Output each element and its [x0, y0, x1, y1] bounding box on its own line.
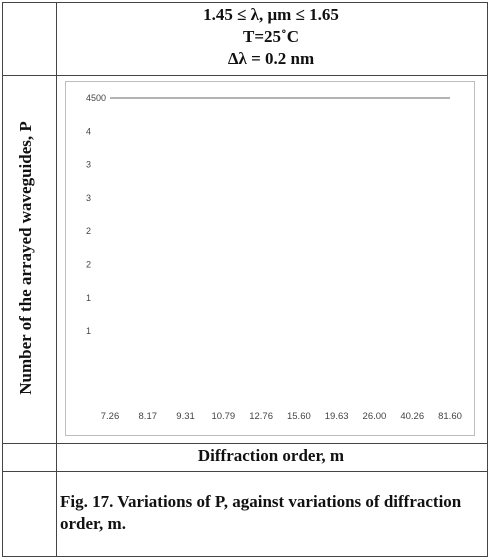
x-tick-label: 15.60	[287, 411, 311, 422]
x-tick-label: 40.26	[400, 411, 424, 422]
y-tick-label: 1	[86, 293, 91, 303]
y-tick-label: 2	[86, 226, 91, 236]
x-axis-label: Diffraction order, m	[197, 446, 345, 465]
y-axis-label-cell: Number of the arrayed waveguides, P	[0, 74, 53, 442]
y-tick-label: 4	[86, 126, 91, 136]
chart-conditions: 1.45 ≤ λ, μm ≤ 1.65 T=25˚C Δλ = 0.2 nm	[56, 4, 486, 70]
y-axis-label: Number of the arrayed waveguides, P	[16, 121, 35, 395]
plot-area: 4500 4 3 3 2 2 1 1 7.26 8.17 9.31 10.79 12.76 15.60 19…	[65, 81, 475, 436]
x-tick-label: 26.00	[363, 411, 387, 422]
x-tick-label: 7.26	[101, 411, 120, 422]
y-tick-label: 3	[86, 193, 91, 203]
x-tick-label: 19.63	[325, 411, 349, 422]
row-divider-xlabel	[3, 471, 487, 472]
x-tick-label: 9.31	[176, 411, 195, 422]
row-divider-header	[3, 75, 487, 76]
y-tick-label: 4500	[86, 93, 106, 103]
chart-svg: 4500 4 3 3 2 2 1 1 7.26 8.17 9.31 10.79 12.76 15.60 19…	[86, 93, 462, 422]
wavelength-range: 1.45 ≤ λ, μm ≤ 1.65	[203, 5, 339, 24]
x-tick-label: 8.17	[139, 411, 158, 422]
wavelength-step: Δλ = 0.2 nm	[227, 49, 315, 68]
y-tick-label: 3	[86, 160, 91, 170]
x-tick-label: 10.79	[211, 411, 235, 422]
x-tick-label: 81.60	[438, 411, 462, 422]
temperature: T=25˚C	[243, 27, 299, 46]
column-divider	[56, 3, 57, 556]
y-tick-label: 2	[86, 260, 91, 270]
row-divider-plot	[3, 443, 487, 444]
figure-caption: Fig. 17. Variations of P, against variat…	[60, 492, 462, 533]
x-tick-label: 12.76	[249, 411, 273, 422]
y-tick-label: 1	[86, 326, 91, 336]
